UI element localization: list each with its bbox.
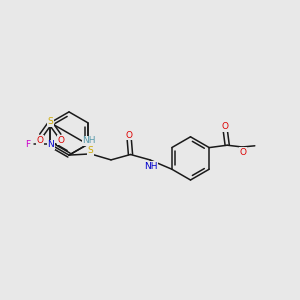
Text: O: O (36, 136, 43, 145)
Text: O: O (222, 122, 229, 131)
Text: NH: NH (82, 136, 96, 145)
Text: F: F (25, 140, 30, 149)
Text: N: N (47, 140, 54, 149)
Text: NH: NH (145, 162, 158, 171)
Text: O: O (126, 131, 133, 140)
Text: S: S (47, 117, 53, 126)
Text: O: O (240, 148, 247, 157)
Text: S: S (88, 146, 94, 155)
Text: O: O (57, 136, 64, 145)
